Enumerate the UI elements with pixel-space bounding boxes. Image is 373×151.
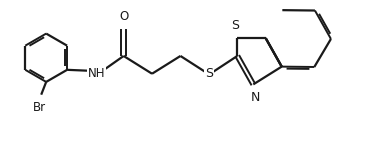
Text: O: O (119, 10, 128, 23)
Text: S: S (205, 67, 213, 80)
Text: Br: Br (32, 101, 46, 114)
Text: N: N (250, 91, 260, 104)
Text: NH: NH (88, 67, 106, 80)
Text: S: S (231, 19, 239, 32)
